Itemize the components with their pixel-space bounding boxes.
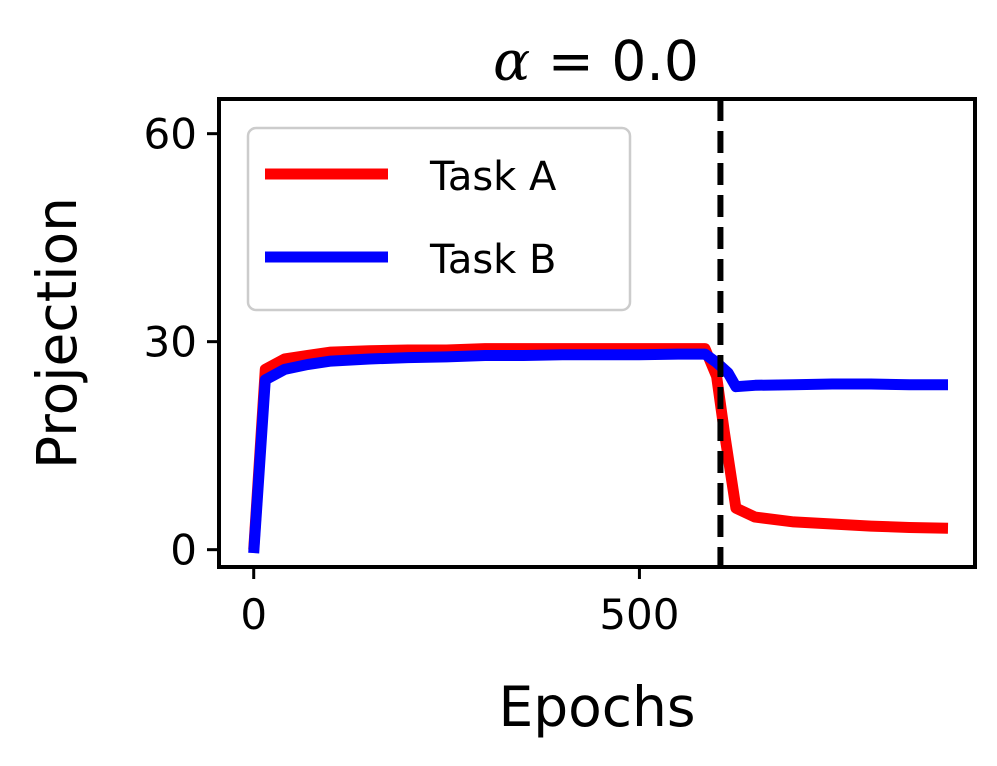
x-tick-label: 0 [240, 590, 267, 639]
series-layer [248, 343, 949, 554]
chart-title: α = 0.0 [493, 29, 699, 93]
y-axis-label: Projection [25, 197, 89, 469]
plot-frame [217, 97, 977, 569]
series-line-task-b [248, 348, 948, 554]
title-rest: = 0.0 [530, 29, 699, 93]
tick-layer: 0 500 0 30 60 [144, 110, 680, 639]
series-line-task-a [248, 343, 949, 551]
x-axis-label: Epochs [498, 675, 695, 739]
legend-label-task-a: Task A [429, 154, 557, 200]
y-tick-label: 0 [170, 526, 197, 575]
x-tick-label: 500 [599, 590, 679, 639]
legend-label-task-b: Task B [429, 237, 556, 283]
y-tick-label: 30 [144, 318, 197, 367]
legend: Task A Task B [246, 126, 632, 312]
y-tick-label: 60 [144, 110, 197, 159]
title-symbol: α [493, 29, 530, 93]
